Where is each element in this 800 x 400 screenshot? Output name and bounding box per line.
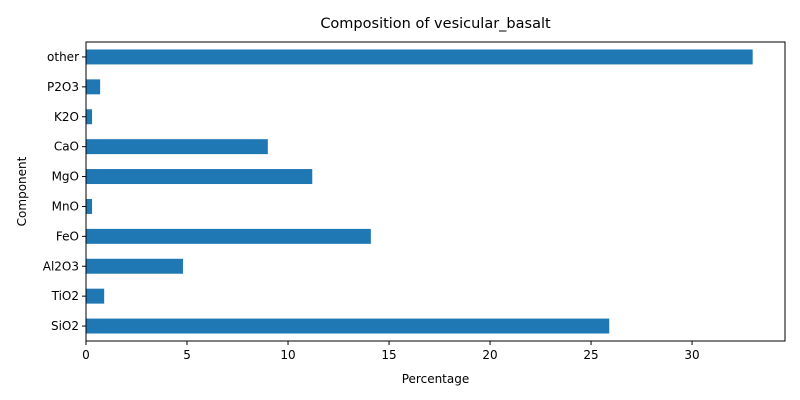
bar-tio2 [86,288,105,304]
chart-title: Composition of vesicular_basalt [320,16,551,32]
y-tick-label: Al2O3 [43,259,79,273]
bar-mgo [86,169,313,185]
bar-al2o3 [86,258,183,274]
plot-frame [85,41,786,342]
y-tick-label: CaO [54,140,79,154]
y-axis-ticks: SiO2 TiO2 Al2O3 FeO MnO MgO CaO K2O P2O3 other [43,50,86,333]
bars-group [86,49,753,334]
x-tick-label: 30 [684,348,699,362]
x-tick-label: 5 [183,348,191,362]
y-tick-label: MnO [52,199,79,213]
bar-mno [86,198,93,214]
x-tick-label: 0 [82,348,90,362]
x-axis-label: Percentage [402,372,470,386]
x-axis-ticks: 0 5 10 15 20 25 30 [82,341,700,362]
y-tick-label: MgO [52,170,79,184]
bar-feo [86,228,371,244]
bar-cao [86,139,268,155]
bar-other [86,49,753,65]
y-tick-label: FeO [56,229,79,243]
y-tick-label: TiO2 [51,289,79,303]
bar-p2o3 [86,79,101,95]
x-tick-label: 25 [583,348,598,362]
y-tick-label: SiO2 [51,319,79,333]
bar-sio2 [86,318,610,334]
y-tick-label: other [47,50,79,64]
y-tick-label: P2O3 [47,80,79,94]
x-tick-label: 10 [280,348,295,362]
x-tick-label: 15 [381,348,396,362]
y-tick-label: K2O [54,110,79,124]
x-tick-label: 20 [482,348,497,362]
y-axis-label: Component [15,156,29,226]
bar-k2o [86,109,93,125]
